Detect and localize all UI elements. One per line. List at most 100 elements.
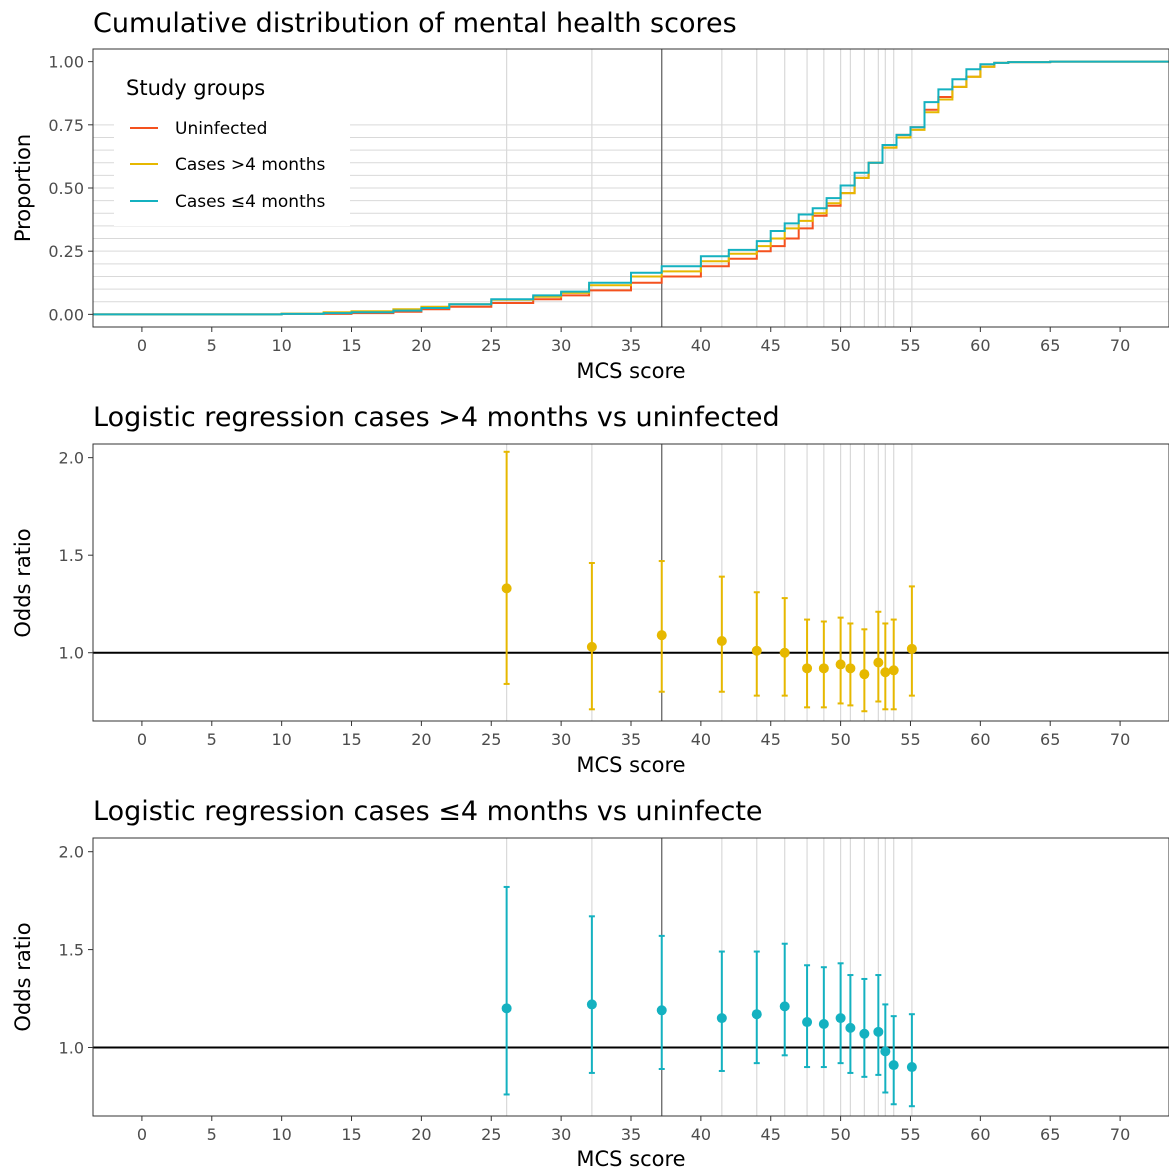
- x-tick-label: 65: [1040, 336, 1060, 355]
- x-tick-label: 55: [900, 336, 920, 355]
- odds-ratio-point: [818, 1018, 829, 1029]
- or-gt4-reference-lines: [93, 444, 1169, 721]
- odds-ratio-point: [880, 667, 891, 678]
- x-tick-label: 10: [271, 730, 291, 749]
- legend-label-cases-gt4: Cases >4 months: [175, 155, 326, 175]
- odds-ratio-point: [501, 583, 512, 594]
- cdf-x-axis-title: MCS score: [576, 359, 685, 383]
- x-tick-label: 20: [411, 730, 431, 749]
- x-tick-label: 60: [970, 336, 990, 355]
- x-tick-label: 0: [137, 1125, 147, 1144]
- x-tick-label: 70: [1110, 336, 1130, 355]
- x-tick-label: 45: [761, 1125, 781, 1144]
- or-le4-y-axis-title: Odds ratio: [11, 922, 35, 1031]
- cdf-title: Cumulative distribution of mental health…: [93, 8, 737, 39]
- odds-ratio-point: [873, 657, 884, 668]
- odds-ratio-point: [818, 663, 829, 674]
- x-tick-label: 15: [341, 336, 361, 355]
- odds-ratio-point: [859, 669, 870, 680]
- odds-ratio-point: [656, 630, 667, 641]
- y-tick-label: 2.0: [59, 843, 84, 862]
- x-tick-label: 5: [207, 1125, 217, 1144]
- x-tick-label: 20: [411, 1125, 431, 1144]
- or-le4-y-ticks: 1.0 1.5 2.0: [59, 843, 93, 1057]
- x-tick-label: 35: [621, 1125, 641, 1144]
- x-tick-label: 25: [481, 730, 501, 749]
- x-tick-label: 50: [830, 336, 850, 355]
- x-tick-label: 50: [830, 730, 850, 749]
- x-tick-label: 25: [481, 1125, 501, 1144]
- cdf-y-axis-title: Proportion: [11, 134, 35, 242]
- x-tick-label: 10: [271, 336, 291, 355]
- y-tick-label: 0.25: [48, 242, 84, 261]
- cdf-y-ticks: 0.00 0.25 0.50 0.75 1.00: [48, 53, 93, 324]
- x-tick-label: 70: [1110, 730, 1130, 749]
- or-gt4-panel: Logistic regression cases >4 months vs u…: [11, 402, 1169, 777]
- x-tick-label: 10: [271, 1125, 291, 1144]
- legend-label-cases-le4: Cases ≤4 months: [175, 192, 326, 212]
- odds-ratio-point: [656, 1005, 667, 1016]
- y-tick-label: 0.50: [48, 179, 84, 198]
- or-le4-x-axis-title: MCS score: [576, 1147, 685, 1171]
- x-tick-label: 25: [481, 336, 501, 355]
- cdf-x-ticks: 0 5 10 15 20 25 30 35 40 45 50 55 60 65 70: [137, 327, 1130, 355]
- or-gt4-y-ticks: 1.0 1.5 2.0: [59, 449, 93, 663]
- odds-ratio-point: [751, 645, 762, 656]
- x-tick-label: 15: [341, 1125, 361, 1144]
- x-tick-label: 30: [551, 336, 571, 355]
- odds-ratio-point: [845, 1022, 856, 1033]
- or-le4-x-ticks: 0 5 10 15 20 25 30 35 40 45 50 55 60 65 70: [137, 1116, 1130, 1144]
- series-line-cases_le4: [93, 60, 1169, 316]
- odds-ratio-point: [888, 665, 899, 676]
- or-le4-points: [501, 885, 917, 1108]
- x-tick-label: 60: [970, 730, 990, 749]
- y-tick-label: 2.0: [59, 449, 84, 468]
- or-gt4-x-axis-title: MCS score: [576, 753, 685, 777]
- x-tick-label: 60: [970, 1125, 990, 1144]
- x-tick-label: 5: [207, 730, 217, 749]
- odds-ratio-point: [835, 659, 846, 670]
- y-tick-label: 0.00: [48, 305, 84, 324]
- x-tick-label: 30: [551, 730, 571, 749]
- cdf-panel: Cumulative distribution of mental health…: [11, 8, 1169, 383]
- x-tick-label: 45: [761, 730, 781, 749]
- odds-ratio-point: [906, 643, 917, 654]
- x-tick-label: 0: [137, 730, 147, 749]
- or-le4-title: Logistic regression cases ≤4 months vs u…: [93, 796, 763, 827]
- x-tick-label: 20: [411, 336, 431, 355]
- or-gt4-y-axis-title: Odds ratio: [11, 528, 35, 637]
- y-tick-label: 1.5: [59, 941, 84, 960]
- odds-ratio-point: [501, 1003, 512, 1014]
- x-tick-label: 15: [341, 730, 361, 749]
- x-tick-label: 30: [551, 1125, 571, 1144]
- odds-ratio-point: [802, 1017, 813, 1028]
- x-tick-label: 50: [830, 1125, 850, 1144]
- odds-ratio-point: [859, 1028, 870, 1039]
- or-le4-reference-lines: [93, 838, 1169, 1116]
- x-tick-label: 65: [1040, 730, 1060, 749]
- odds-ratio-point: [802, 663, 813, 674]
- x-tick-label: 45: [761, 336, 781, 355]
- odds-ratio-point: [586, 641, 597, 652]
- x-tick-label: 70: [1110, 1125, 1130, 1144]
- odds-ratio-point: [779, 647, 790, 658]
- x-tick-label: 55: [900, 1125, 920, 1144]
- odds-ratio-point: [888, 1060, 899, 1071]
- y-tick-label: 1.5: [59, 546, 84, 565]
- odds-ratio-point: [716, 636, 727, 647]
- or-le4-plot-border: [92, 837, 1169, 1117]
- x-tick-label: 40: [691, 730, 711, 749]
- x-tick-label: 65: [1040, 1125, 1060, 1144]
- legend-background: [114, 66, 350, 226]
- legend-title: Study groups: [126, 76, 265, 100]
- y-tick-label: 1.00: [48, 53, 84, 72]
- odds-ratio-point: [586, 999, 597, 1010]
- odds-ratio-point: [845, 663, 856, 674]
- y-tick-label: 1.0: [59, 1038, 84, 1057]
- x-tick-label: 0: [137, 336, 147, 355]
- odds-ratio-point: [779, 1001, 790, 1012]
- or-gt4-x-ticks: 0 5 10 15 20 25 30 35 40 45 50 55 60 65 70: [137, 721, 1130, 749]
- cdf-series: [93, 60, 1169, 316]
- odds-ratio-point: [906, 1062, 917, 1073]
